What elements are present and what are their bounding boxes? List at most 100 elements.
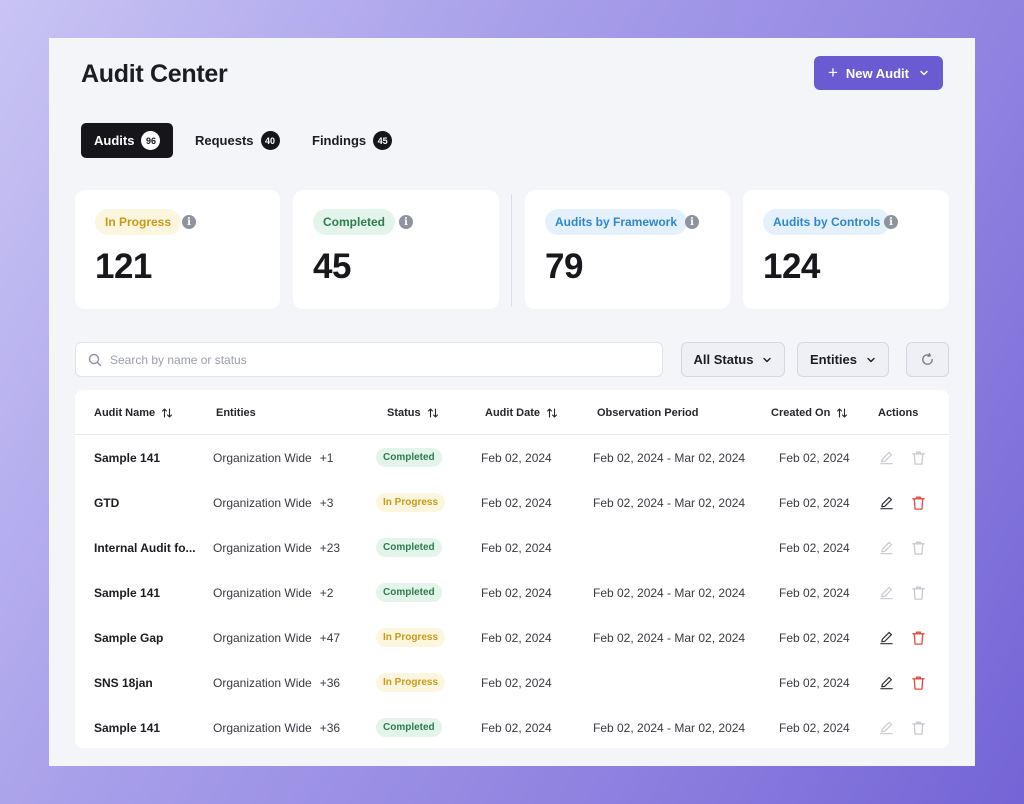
stat-value: 45 bbox=[313, 247, 351, 286]
table-row[interactable]: Sample 141 Organization Wide +1 Completed Fe… bbox=[75, 435, 949, 480]
info-icon[interactable]: i bbox=[884, 215, 898, 229]
stat-value: 121 bbox=[95, 247, 152, 286]
trash-icon[interactable] bbox=[911, 480, 926, 525]
tab-requests[interactable]: Requests 40 bbox=[195, 123, 280, 158]
created-on: Feb 02, 2024 bbox=[779, 450, 850, 465]
status-badge: Completed bbox=[376, 538, 442, 557]
table-row[interactable]: Sample Gap Organization Wide +47 In Progres… bbox=[75, 615, 949, 660]
column-label: Audit Date bbox=[485, 406, 540, 419]
sort-icon[interactable] bbox=[836, 407, 848, 419]
table-row[interactable]: Internal Audit fo... Organization Wide +23… bbox=[75, 525, 949, 570]
audit-name[interactable]: Sample 141 bbox=[94, 450, 161, 465]
audit-name[interactable]: Sample 141 bbox=[94, 585, 161, 600]
edit-icon[interactable] bbox=[879, 705, 894, 748]
status-cell: In Progress bbox=[376, 660, 446, 705]
column-header-audit-name[interactable]: Audit Name bbox=[94, 390, 173, 435]
tab-findings[interactable]: Findings 45 bbox=[312, 123, 393, 158]
entity-more-count[interactable]: +36 bbox=[319, 720, 341, 735]
column-label: Created On bbox=[771, 406, 831, 419]
edit-icon[interactable] bbox=[879, 660, 894, 705]
status-badge: In Progress bbox=[376, 673, 446, 692]
info-icon[interactable]: i bbox=[399, 215, 413, 229]
audit-date: Feb 02, 2024 bbox=[481, 675, 552, 690]
table-header: Audit Name Entities Status Audit Date Ob… bbox=[75, 390, 949, 435]
column-header-status[interactable]: Status bbox=[387, 390, 439, 435]
edit-icon[interactable] bbox=[879, 525, 894, 570]
trash-icon[interactable] bbox=[911, 570, 926, 615]
table-row[interactable]: GTD Organization Wide +3 In Progress Feb 02,… bbox=[75, 480, 949, 525]
stat-label: Audits by Framework bbox=[545, 209, 688, 235]
column-label: Entities bbox=[216, 406, 256, 419]
status-badge: In Progress bbox=[376, 628, 446, 647]
entity-more-count[interactable]: +36 bbox=[319, 675, 341, 690]
plus-icon: + bbox=[827, 63, 838, 82]
new-audit-button[interactable]: + New Audit bbox=[814, 56, 943, 90]
observation-period: Feb 02, 2024 - Mar 02, 2024 bbox=[593, 585, 746, 600]
entities-filter-dropdown[interactable]: Entities bbox=[797, 342, 889, 377]
chevron-down-icon bbox=[763, 357, 772, 362]
audit-name[interactable]: SNS 18jan bbox=[94, 675, 153, 690]
status-filter-dropdown[interactable]: All Status bbox=[681, 342, 785, 377]
entity-name: Organization Wide bbox=[213, 720, 312, 735]
audit-name[interactable]: Sample 141 bbox=[94, 720, 161, 735]
entity-more-count[interactable]: +47 bbox=[319, 630, 341, 645]
edit-icon[interactable] bbox=[879, 435, 894, 480]
sort-icon[interactable] bbox=[427, 407, 439, 419]
search-icon bbox=[88, 353, 102, 366]
chevron-down-icon bbox=[920, 70, 928, 76]
info-icon[interactable]: i bbox=[182, 215, 196, 229]
stats-divider bbox=[511, 194, 512, 306]
info-icon[interactable]: i bbox=[685, 215, 699, 229]
search-input[interactable] bbox=[110, 352, 630, 367]
stat-card-completed[interactable]: Completed i 45 bbox=[293, 190, 499, 309]
column-label: Observation Period bbox=[597, 406, 699, 419]
status-badge: In Progress bbox=[376, 493, 446, 512]
sort-icon[interactable] bbox=[546, 407, 558, 419]
column-label: Status bbox=[387, 406, 421, 419]
entity-name: Organization Wide bbox=[213, 630, 312, 645]
tab-audits[interactable]: Audits 96 bbox=[81, 123, 174, 158]
observation-period: Feb 02, 2024 - Mar 02, 2024 bbox=[593, 720, 746, 735]
stat-value: 124 bbox=[763, 247, 820, 286]
column-header-created-on[interactable]: Created On bbox=[771, 390, 848, 435]
stat-value: 79 bbox=[545, 247, 583, 286]
observation-period: Feb 02, 2024 - Mar 02, 2024 bbox=[593, 450, 746, 465]
entity-more-count[interactable]: +2 bbox=[319, 585, 334, 600]
entity-more-count[interactable]: +23 bbox=[319, 540, 341, 555]
status-cell: In Progress bbox=[376, 615, 446, 660]
audit-name[interactable]: GTD bbox=[94, 495, 120, 510]
audit-name[interactable]: Sample Gap bbox=[94, 630, 164, 645]
table-row[interactable]: Sample 141 Organization Wide +36 Completed F… bbox=[75, 705, 949, 748]
trash-icon[interactable] bbox=[911, 705, 926, 748]
stat-card-by-framework[interactable]: Audits by Framework i 79 bbox=[525, 190, 730, 309]
audit-date: Feb 02, 2024 bbox=[481, 720, 552, 735]
created-on: Feb 02, 2024 bbox=[779, 630, 850, 645]
stat-card-by-controls[interactable]: Audits by Controls i 124 bbox=[743, 190, 949, 309]
edit-icon[interactable] bbox=[879, 570, 894, 615]
audit-name[interactable]: Internal Audit fo... bbox=[94, 540, 196, 555]
entities-cell: Organization Wide +36 bbox=[213, 705, 340, 748]
edit-icon[interactable] bbox=[879, 480, 894, 525]
entities-cell: Organization Wide +47 bbox=[213, 615, 340, 660]
column-label: Audit Name bbox=[94, 406, 156, 419]
entity-name: Organization Wide bbox=[213, 540, 312, 555]
trash-icon[interactable] bbox=[911, 660, 926, 705]
observation-period: Feb 02, 2024 - Mar 02, 2024 bbox=[593, 495, 746, 510]
refresh-button[interactable] bbox=[906, 342, 949, 377]
search-box[interactable] bbox=[75, 342, 663, 377]
entity-more-count[interactable]: +1 bbox=[319, 450, 334, 465]
table-row[interactable]: Sample 141 Organization Wide +2 Completed Fe… bbox=[75, 570, 949, 615]
sort-icon[interactable] bbox=[161, 407, 173, 419]
entity-more-count[interactable]: +3 bbox=[319, 495, 334, 510]
table-row[interactable]: SNS 18jan Organization Wide +36 In Progress… bbox=[75, 660, 949, 705]
entities-filter-label: Entities bbox=[810, 352, 857, 367]
audit-date: Feb 02, 2024 bbox=[481, 630, 552, 645]
stat-card-in-progress[interactable]: In Progress i 121 bbox=[75, 190, 280, 309]
created-on: Feb 02, 2024 bbox=[779, 720, 850, 735]
trash-icon[interactable] bbox=[911, 525, 926, 570]
column-header-audit-date[interactable]: Audit Date bbox=[485, 390, 558, 435]
column-label: Actions bbox=[878, 406, 919, 419]
trash-icon[interactable] bbox=[911, 615, 926, 660]
edit-icon[interactable] bbox=[879, 615, 894, 660]
trash-icon[interactable] bbox=[911, 435, 926, 480]
